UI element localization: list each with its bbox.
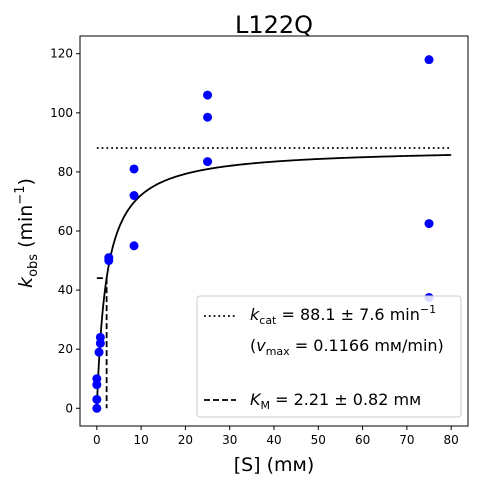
x-tick-label: 80 (444, 433, 459, 447)
plot-frame (79, 35, 469, 427)
data-point (203, 157, 213, 167)
data-point (92, 394, 102, 404)
data-point (94, 347, 104, 357)
y-tick-label: 20 (58, 342, 73, 356)
x-tick-label: 50 (311, 433, 326, 447)
ticks-layer: 0 10 20 30 40 50 60 70 80 0 20 40 60 80 100 120 (50, 47, 459, 447)
legend: kcat = 88.1 ± 7.6 min−1 (vmax = 0.1166 m… (196, 295, 462, 418)
x-tick-label: 40 (266, 433, 281, 447)
x-tick-label: 30 (222, 433, 237, 447)
y-axis-label: kobs (min−1) (13, 178, 41, 288)
data-point (203, 90, 213, 100)
points-layer (92, 55, 434, 413)
data-point (424, 55, 434, 65)
data-point (92, 374, 102, 384)
x-tick-label: 70 (399, 433, 414, 447)
y-tick-label: 80 (58, 165, 73, 179)
legend-box (196, 295, 462, 418)
legend-vmax-label: (vmax = 0.1166 mм/min) (250, 336, 444, 358)
y-tick-label: 0 (65, 401, 73, 415)
x-tick-label: 20 (178, 433, 193, 447)
legend-km-label: KM = 2.21 ± 0.82 mм (250, 390, 421, 412)
y-tick-label: 60 (58, 224, 73, 238)
data-point (92, 403, 102, 413)
y-tick-label: 100 (50, 106, 73, 120)
fit-layer (95, 147, 452, 409)
data-point (424, 219, 434, 229)
x-tick-label: 0 (93, 433, 101, 447)
data-point (203, 112, 213, 122)
fit-curve (95, 154, 452, 409)
data-point (129, 164, 139, 174)
x-tick-label: 10 (133, 433, 148, 447)
x-tick-label: 60 (355, 433, 370, 447)
data-point (95, 332, 105, 342)
y-tick-label: 120 (50, 47, 73, 61)
data-point (129, 191, 139, 201)
legend-kcat-label: kcat = 88.1 ± 7.6 min−1 (250, 303, 436, 327)
y-tick-label: 40 (58, 283, 73, 297)
chart-title: L122Q (235, 11, 313, 39)
x-axis-label: [S] (mм) (234, 454, 315, 476)
data-point (104, 253, 114, 263)
data-point (129, 241, 139, 251)
